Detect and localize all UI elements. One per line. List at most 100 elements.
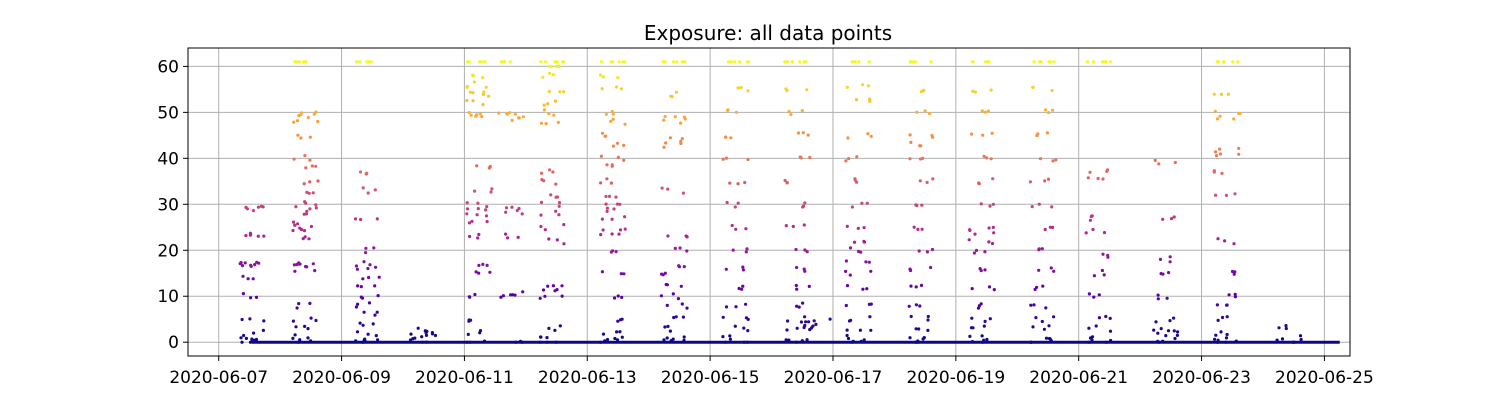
data-point	[681, 315, 686, 319]
data-point	[303, 324, 307, 328]
data-point	[465, 340, 469, 344]
data-point	[420, 335, 424, 339]
data-point	[726, 60, 731, 64]
data-point	[1090, 214, 1094, 218]
data-point	[297, 302, 301, 306]
data-point	[844, 159, 848, 163]
data-point	[733, 324, 737, 328]
data-point	[1214, 193, 1218, 197]
y-tick-label: 20	[157, 241, 179, 261]
data-point	[677, 264, 681, 268]
data-point	[302, 182, 306, 186]
data-point	[1220, 171, 1224, 175]
data-point	[745, 60, 750, 64]
grid-lines	[188, 48, 1350, 356]
data-point	[471, 91, 475, 95]
data-point	[683, 60, 687, 64]
data-point	[862, 226, 866, 230]
data-point	[515, 208, 519, 213]
data-point	[1224, 193, 1228, 197]
data-point	[292, 157, 296, 161]
data-point	[466, 332, 470, 336]
data-point	[547, 64, 551, 68]
data-point	[729, 136, 733, 140]
data-point	[918, 144, 922, 148]
data-point	[1040, 319, 1044, 324]
data-point	[908, 267, 912, 271]
data-point	[618, 330, 622, 334]
data-point	[374, 265, 378, 269]
data-point	[483, 60, 487, 64]
data-point	[620, 335, 624, 339]
data-point	[803, 201, 807, 205]
x-tick-label: 2020-06-19	[906, 368, 1005, 388]
data-point	[743, 180, 747, 185]
data-point	[1227, 293, 1231, 297]
data-point	[845, 333, 849, 338]
data-point	[1033, 287, 1037, 291]
data-point	[798, 60, 802, 64]
y-tick-label: 10	[157, 287, 179, 307]
data-point	[303, 154, 307, 158]
data-point	[978, 267, 982, 271]
data-point	[540, 171, 544, 175]
data-point	[914, 340, 918, 344]
data-point	[366, 266, 370, 271]
data-point	[360, 296, 365, 300]
data-point	[661, 60, 665, 64]
data-point	[545, 336, 549, 340]
data-point	[812, 319, 816, 323]
data-point	[729, 60, 733, 64]
data-point	[291, 336, 295, 340]
data-point	[907, 304, 911, 308]
data-point	[611, 117, 615, 121]
data-point	[1232, 242, 1236, 246]
data-point	[805, 338, 809, 342]
data-point	[1284, 326, 1288, 331]
data-point	[368, 263, 372, 267]
data-point	[304, 201, 308, 205]
data-point	[662, 338, 666, 342]
data-point	[251, 209, 255, 213]
data-point	[1048, 337, 1052, 341]
data-point	[468, 234, 472, 239]
data-point	[992, 288, 996, 292]
data-point	[243, 261, 247, 265]
data-point	[1213, 337, 1217, 341]
data-point	[484, 214, 489, 218]
data-point	[355, 60, 359, 64]
data-point	[506, 236, 510, 240]
data-point	[920, 203, 924, 207]
data-point	[293, 269, 297, 273]
data-point	[1161, 217, 1165, 221]
data-point	[304, 166, 308, 170]
data-point	[730, 223, 734, 228]
data-point	[807, 284, 811, 288]
data-point	[547, 326, 551, 330]
data-point	[362, 310, 366, 314]
data-point	[293, 333, 297, 337]
data-point	[844, 259, 849, 263]
data-point	[610, 163, 614, 167]
data-point	[554, 340, 558, 344]
data-point	[805, 250, 809, 254]
data-point	[613, 296, 617, 300]
data-point	[316, 179, 320, 183]
data-point	[365, 171, 369, 175]
data-point	[909, 284, 913, 288]
data-point	[309, 224, 313, 229]
data-point	[359, 285, 363, 289]
data-point	[1299, 337, 1303, 342]
data-point	[620, 295, 624, 299]
data-point	[1225, 303, 1229, 307]
data-point	[1218, 152, 1222, 156]
data-point	[685, 249, 689, 253]
data-point	[869, 269, 873, 273]
data-point	[844, 303, 848, 308]
data-point	[504, 232, 508, 236]
data-point	[356, 284, 360, 288]
data-point	[603, 134, 607, 138]
data-point	[1052, 315, 1056, 319]
data-point	[316, 119, 320, 124]
data-point	[1233, 192, 1237, 196]
